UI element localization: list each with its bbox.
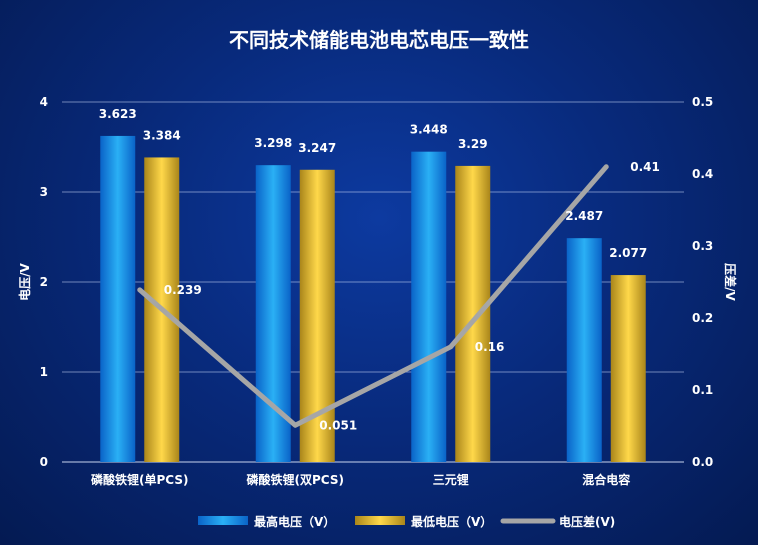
y-tick-label: 0 [40, 455, 48, 469]
diff-point [293, 423, 298, 428]
y-axis-title: 电压/V [17, 262, 32, 300]
legend-item-min-label: 最低电压（V） [411, 514, 492, 529]
data-label-diff: 0.051 [319, 418, 357, 432]
y-tick-label: 3 [40, 185, 48, 199]
y2-axis-title: 压差/V [723, 263, 738, 301]
data-label-min: 3.29 [458, 137, 488, 151]
diff-point [137, 287, 142, 292]
data-label-min: 3.247 [298, 141, 336, 155]
y2-tick-label: 0.2 [692, 311, 713, 325]
y2-tick-label: 0.3 [692, 239, 713, 253]
category-label: 三元锂 [433, 472, 469, 487]
y2-tick-label: 0.5 [692, 95, 713, 109]
y2-tick-label: 0.4 [692, 167, 713, 181]
diff-point [448, 344, 453, 349]
category-labels: 磷酸铁锂(单PCS) 磷酸铁锂(双PCS) 三元锂 混合电容 [91, 472, 630, 487]
chart-title: 不同技术储能电池电芯电压一致性 [229, 28, 529, 52]
diff-line-path [137, 164, 609, 428]
diff-line [137, 164, 609, 428]
legend-item-max-swatch [198, 516, 248, 525]
bar-max-voltage [411, 151, 447, 462]
legend-item-min-swatch [355, 516, 405, 525]
legend-item-diff-label: 电压差(V) [559, 514, 615, 529]
y-tick-label: 2 [40, 275, 48, 289]
bars [100, 135, 646, 462]
y2-tick-label: 0.0 [692, 455, 713, 469]
data-label-max: 3.623 [99, 107, 137, 121]
bar-max-voltage [566, 238, 602, 462]
y2-tick-label: 0.1 [692, 383, 713, 397]
y2-axis-ticks: 0.0 0.1 0.2 0.3 0.4 0.5 [692, 95, 713, 469]
y-axis-ticks: 0 1 2 3 4 [40, 95, 48, 469]
data-label-diff: 0.16 [475, 340, 505, 354]
data-label-diff: 0.41 [630, 160, 660, 174]
bar-min-voltage [610, 275, 646, 462]
category-label: 磷酸铁锂(单PCS) [91, 472, 188, 487]
bar-max-voltage [255, 165, 291, 462]
data-label-min: 2.077 [609, 246, 647, 260]
bar-max-voltage [100, 135, 136, 462]
legend-item-max-label: 最高电压（V） [254, 514, 335, 529]
data-label-min: 3.384 [143, 128, 181, 142]
data-labels: 3.623 3.384 3.298 3.247 3.448 3.29 2.487 2.077 0… [99, 107, 660, 432]
data-label-max: 3.448 [410, 123, 448, 137]
category-label: 混合电容 [582, 472, 630, 487]
bar-min-voltage [455, 165, 491, 462]
diff-point [604, 164, 609, 169]
y-tick-label: 1 [40, 365, 48, 379]
category-label: 磷酸铁锂(双PCS) [247, 472, 344, 487]
legend: 最高电压（V） 最低电压（V） 电压差(V) [198, 514, 615, 529]
data-label-diff: 0.239 [164, 283, 202, 297]
y-tick-label: 4 [40, 95, 48, 109]
data-label-max: 3.298 [254, 136, 292, 150]
data-label-max: 2.487 [565, 209, 603, 223]
